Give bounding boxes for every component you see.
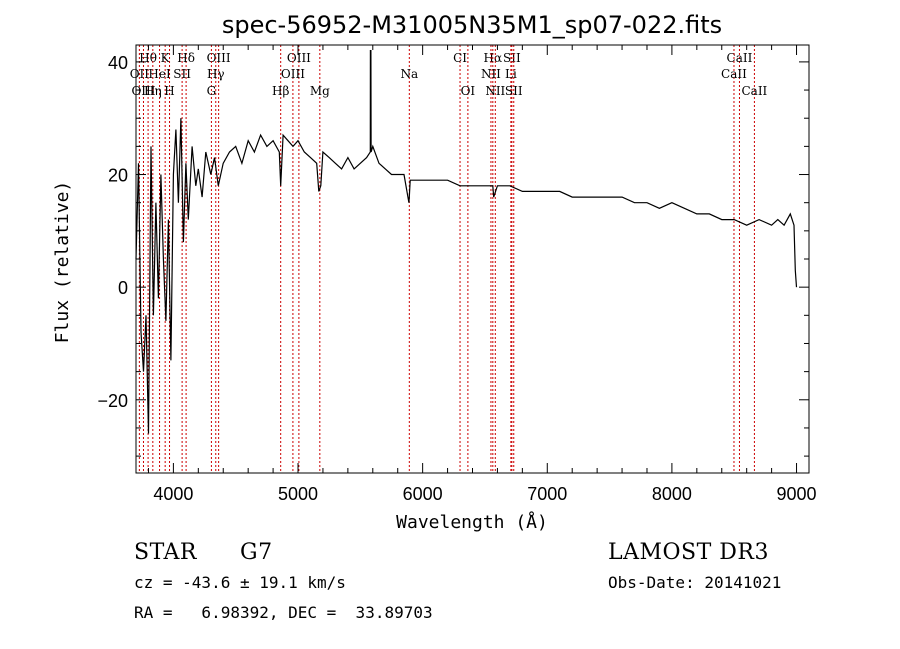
spectral-line-label-2: Hδ [177,51,195,65]
object-class: STAR [134,540,197,565]
sky-coordinates: RA = 6.98392, DEC = 33.89703 [134,603,433,622]
spectral-line-label-1: K [161,51,171,65]
x-tick-label-0: 4000 [153,484,193,504]
x-axis-label: Wavelength (Å) [396,511,548,533]
spectral-line-label-19: Hη [144,84,162,98]
x-tick-label-3: 7000 [527,484,567,504]
spectral-line-label-15: NII [481,67,501,81]
spectral-line-label-3: OIII [207,51,231,65]
spectral-line-label-11: SII [173,67,191,81]
spectral-line-label-18: OIII [131,84,155,98]
axis-ticks: 4000 5000 6000 7000 8000 9000 −20 0 20 40 [97,45,817,504]
spectral-line-label-8: CaII [727,51,753,65]
spectral-line-label-20: H [164,84,174,98]
x-tick-label-1: 5000 [278,484,318,504]
spectral-line-label-5: CI [453,51,467,65]
spectral-line-label-26: SII [505,84,523,98]
x-tick-label-2: 6000 [403,484,443,504]
spectral-line-label-9: OII [130,67,150,81]
y-tick-label-0: −20 [97,391,128,411]
y-tick-label-3: 40 [108,53,128,73]
object-subclass: G7 [240,540,273,565]
spectral-line-label-12: Hγ [207,67,225,81]
y-tick-label-2: 20 [108,166,128,186]
spectral-line-label-10: HeI [148,67,171,81]
observation-date: Obs-Date: 20141021 [608,573,782,592]
spectral-line-label-25: NII [485,84,505,98]
x-tick-label-4: 8000 [652,484,692,504]
x-tick-label-5: 9000 [777,484,817,504]
spectral-line-label-22: Hβ [272,84,289,98]
spectral-line-label-16: Li [505,67,517,81]
chart-title: spec-56952-M31005N35M1_sp07-022.fits [222,11,722,39]
spectral-line-label-24: OI [461,84,476,98]
spectral-line-label-6: Hα [484,51,503,65]
spectrum-chart: spec-56952-M31005N35M1_sp07-022.fits Hθ K… [52,11,817,533]
y-axis-label: Flux (relative) [52,181,73,344]
spectral-line-label-21: G [207,84,217,98]
plot-frame [135,44,810,474]
spectral-line-label-13: OIII [281,67,305,81]
spectrum-series-line [135,50,798,434]
y-tick-label-1: 0 [118,278,128,298]
redshift-velocity: cz = -43.6 ± 19.1 km/s [134,573,346,592]
spectral-line-label-14: Na [400,67,418,81]
spectral-line-label-23: Mg [310,84,330,98]
spectral-line-label-4: OIII [287,51,311,65]
spectral-line-label-17: CaII [721,67,747,81]
spectral-line-label-0: Hθ [139,51,157,65]
survey-name: LAMOST DR3 [608,540,769,565]
spectral-line-label-7: SII [503,51,521,65]
spectral-line-label-27: CaII [741,84,767,98]
